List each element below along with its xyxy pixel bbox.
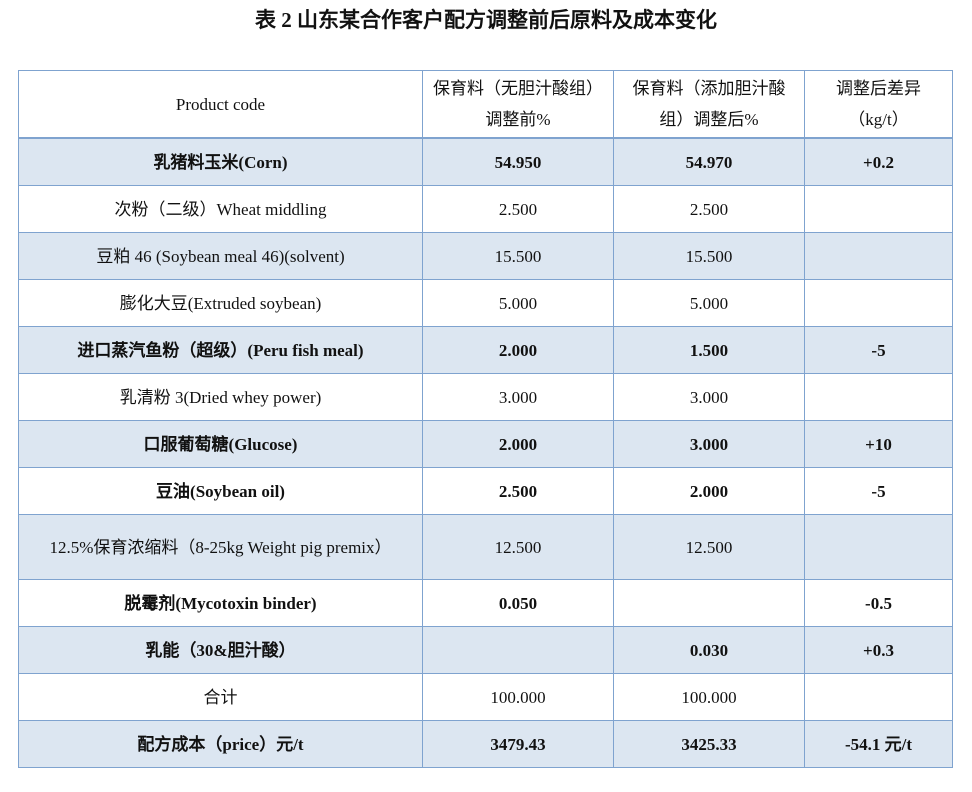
table: Product code 保育料（无胆汁酸组）调整前% 保育料（添加胆汁酸组）调整后…: [18, 70, 953, 768]
table-cell: [804, 232, 953, 280]
table-row: 乳清粉 3(Dried whey power) 3.000 3.000: [18, 373, 953, 421]
header-cell: Product code: [18, 70, 423, 139]
table-cell: 5.000: [613, 279, 805, 327]
table-cell: 100.000: [613, 673, 805, 721]
table-cell: [804, 279, 953, 327]
table-cell: 合计: [18, 673, 423, 721]
table-row: 脱霉剂(Mycotoxin binder) 0.050 -0.5: [18, 579, 953, 627]
header-cell: 保育料（无胆汁酸组）调整前%: [422, 70, 614, 139]
table-cell: [613, 579, 805, 627]
table-cell: 3.000: [613, 420, 805, 468]
table-cell: 2.000: [422, 326, 614, 374]
table-row: 次粉（二级）Wheat middling 2.500 2.500: [18, 185, 953, 233]
table-cell: [422, 626, 614, 674]
table-cell: 1.500: [613, 326, 805, 374]
table-cell: [804, 373, 953, 421]
table-cell: 口服葡萄糖(Glucose): [18, 420, 423, 468]
table-cell: 进口蒸汽鱼粉（超级）(Peru fish meal): [18, 326, 423, 374]
table-row: 豆粕 46 (Soybean meal 46)(solvent) 15.500 15…: [18, 232, 953, 280]
table-row: 进口蒸汽鱼粉（超级）(Peru fish meal) 2.000 1.500 -5: [18, 326, 953, 374]
table-cell: 3479.43: [422, 720, 614, 768]
table-cell: 12.5%保育浓缩料（8-25kg Weight pig premix）: [18, 514, 423, 580]
table-cell: -5: [804, 326, 953, 374]
table-cell: 12.500: [613, 514, 805, 580]
table-cell: 3.000: [613, 373, 805, 421]
table-row: 膨化大豆(Extruded soybean) 5.000 5.000: [18, 279, 953, 327]
table-cell: -0.5: [804, 579, 953, 627]
table-row: 12.5%保育浓缩料（8-25kg Weight pig premix） 12.5…: [18, 514, 953, 580]
table-cell: +0.2: [804, 137, 953, 186]
table-cell: 0.030: [613, 626, 805, 674]
table-row: 口服葡萄糖(Glucose) 2.000 3.000 +10: [18, 420, 953, 468]
table-cell: 配方成本（price）元/t: [18, 720, 423, 768]
table-cell: 次粉（二级）Wheat middling: [18, 185, 423, 233]
table-cell: 2.500: [422, 467, 614, 515]
table-row: 乳能（30&胆汁酸） 0.030 +0.3: [18, 626, 953, 674]
table-cell: +10: [804, 420, 953, 468]
header-row: Product code 保育料（无胆汁酸组）调整前% 保育料（添加胆汁酸组）调整后…: [18, 70, 953, 139]
table-cell: 54.970: [613, 137, 805, 186]
table-cell: 15.500: [613, 232, 805, 280]
table-cell: [804, 673, 953, 721]
table-cell: 5.000: [422, 279, 614, 327]
header-cell: 保育料（添加胆汁酸组）调整后%: [613, 70, 805, 139]
table-cell: [804, 514, 953, 580]
table-cell: 2.500: [422, 185, 614, 233]
table-cell: -54.1 元/t: [804, 720, 953, 768]
table-cell: 100.000: [422, 673, 614, 721]
title: 表 2 山东某合作客户配方调整前后原料及成本变化: [255, 8, 717, 32]
header-cell: 调整后差异（kg/t）: [804, 70, 953, 139]
table-cell: 54.950: [422, 137, 614, 186]
table-cell: 3425.33: [613, 720, 805, 768]
table-cell: -5: [804, 467, 953, 515]
table-cell: [804, 185, 953, 233]
table-cell: 乳清粉 3(Dried whey power): [18, 373, 423, 421]
table-row: 豆油(Soybean oil) 2.500 2.000 -5: [18, 467, 953, 515]
table-cell: 乳能（30&胆汁酸）: [18, 626, 423, 674]
table-cell: 豆粕 46 (Soybean meal 46)(solvent): [18, 232, 423, 280]
table-cell: 2.000: [613, 467, 805, 515]
table-cell: 2.500: [613, 185, 805, 233]
table-cell: 2.000: [422, 420, 614, 468]
table-row: 配方成本（price）元/t 3479.43 3425.33 -54.1 元/t: [18, 720, 953, 768]
table-cell: 15.500: [422, 232, 614, 280]
table-cell: 12.500: [422, 514, 614, 580]
table-cell: 0.050: [422, 579, 614, 627]
table-cell: +0.3: [804, 626, 953, 674]
table-cell: 豆油(Soybean oil): [18, 467, 423, 515]
table-cell: 乳猪料玉米(Corn): [18, 137, 423, 186]
table-row: 乳猪料玉米(Corn) 54.950 54.970 +0.2: [18, 137, 953, 186]
table-cell: 膨化大豆(Extruded soybean): [18, 279, 423, 327]
table-cell: 脱霉剂(Mycotoxin binder): [18, 579, 423, 627]
table-row: 合计 100.000 100.000: [18, 673, 953, 721]
table-cell: 3.000: [422, 373, 614, 421]
